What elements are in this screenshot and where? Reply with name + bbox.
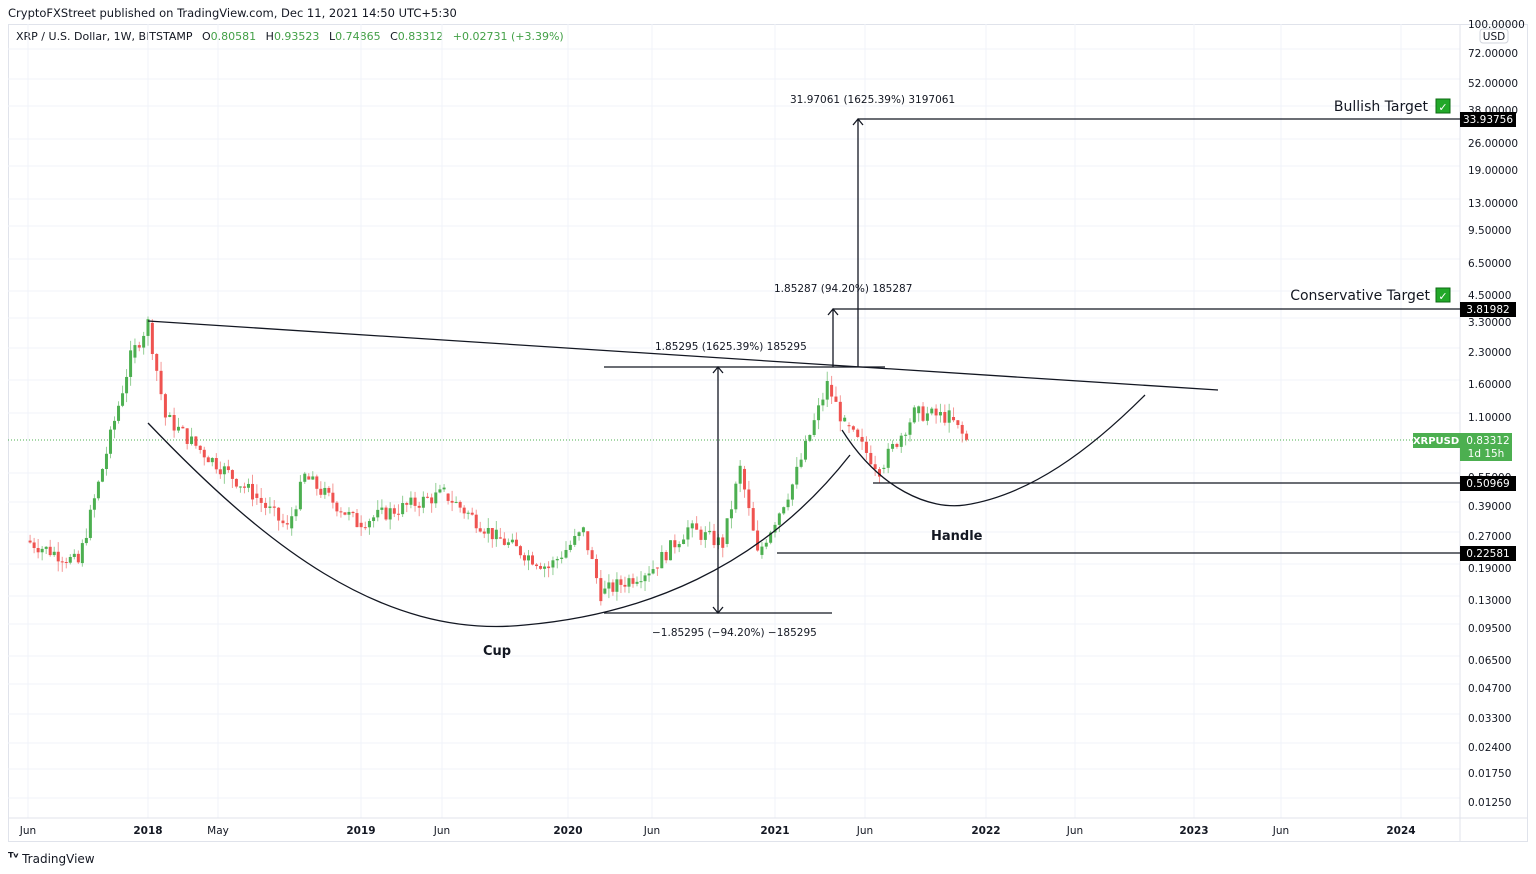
svg-text:0.22581: 0.22581 <box>1466 548 1509 560</box>
price-label-bullish: 33.93756 <box>1460 112 1516 127</box>
time-tick: Jun <box>1272 825 1289 837</box>
tradingview-logo-icon: ᵀᵛ <box>8 851 19 866</box>
time-tick: 2021 <box>760 825 789 837</box>
conservative-check-icon <box>1435 287 1451 303</box>
measure-conservative-label: 1.85287 (94.20%) 185287 <box>774 283 912 295</box>
price-tick: 4.50000 <box>1468 290 1511 302</box>
arrow-up-icon <box>712 365 724 374</box>
price-tick: 0.06500 <box>1468 655 1511 667</box>
check-icon: ✓ <box>1438 290 1447 303</box>
brand-name: TradingView <box>22 851 95 866</box>
svg-text:3.81982: 3.81982 <box>1466 304 1509 316</box>
conservative-target-label: Conservative Target <box>1290 288 1430 304</box>
chart-frame <box>8 24 1528 842</box>
price-tick: 52.00000 <box>1468 78 1518 90</box>
price-label-support-1: 0.50969 <box>1460 476 1516 491</box>
price-tick: 0.27000 <box>1468 531 1511 543</box>
cup-curve[interactable] <box>147 422 851 627</box>
price-tick: 0.01750 <box>1468 768 1511 780</box>
change-value: +0.02731 (+3.39%) <box>452 30 564 43</box>
price-axis[interactable]: 100.0000072.0000052.0000038.0000026.0000… <box>1468 19 1525 809</box>
arrow-up-icon <box>827 307 839 316</box>
measure-down-label: −1.85295 (−94.20%) −185295 <box>652 627 817 639</box>
time-tick: 2018 <box>133 825 162 837</box>
low-label: L <box>328 30 336 43</box>
price-tick: 0.09500 <box>1468 623 1511 635</box>
time-tick: Jun <box>19 825 36 837</box>
time-tick: 2024 <box>1386 825 1415 837</box>
price-tick: 0.02400 <box>1468 742 1511 754</box>
time-tick: Jun <box>1066 825 1083 837</box>
tradingview-footer[interactable]: ᵀᵛ TradingView <box>8 851 95 866</box>
handle-curve[interactable] <box>841 394 1146 507</box>
time-tick: 2019 <box>346 825 375 837</box>
price-tick: 0.39000 <box>1468 501 1511 513</box>
grid <box>8 24 1460 818</box>
time-tick: May <box>207 825 229 837</box>
price-tick: 6.50000 <box>1468 258 1511 270</box>
drawings <box>147 117 1460 627</box>
arrow-down-icon <box>712 606 724 615</box>
price-tick: 100.00000 <box>1468 19 1525 31</box>
arrow-up-icon <box>852 117 864 126</box>
check-icon: ✓ <box>1438 101 1447 114</box>
price-tick: 2.30000 <box>1468 347 1511 359</box>
price-tick: 1.60000 <box>1468 379 1511 391</box>
time-tick: Jun <box>643 825 660 837</box>
time-tick: Jun <box>433 825 450 837</box>
svg-text:XRPUSD: XRPUSD <box>1413 436 1459 447</box>
price-tick: 3.30000 <box>1468 317 1511 329</box>
price-tick: 19.00000 <box>1468 165 1518 177</box>
cup-label: Cup <box>483 644 511 659</box>
handle-label: Handle <box>931 529 983 544</box>
high-label: H <box>265 30 274 43</box>
svg-text:0.83312: 0.83312 <box>1466 435 1509 447</box>
resistance-trendline[interactable] <box>147 320 1219 391</box>
svg-text:1d 15h: 1d 15h <box>1468 448 1505 460</box>
time-tick: 2022 <box>971 825 1000 837</box>
bullish-target-label: Bullish Target <box>1334 99 1429 115</box>
bullish-check-icon <box>1435 98 1451 114</box>
price-label-conservative: 3.81982 <box>1460 302 1516 317</box>
candlestick-series[interactable] <box>28 316 969 606</box>
high-value: 0.93523 <box>273 30 320 43</box>
open-label: O <box>201 30 211 43</box>
price-tick: 0.13000 <box>1468 595 1511 607</box>
price-tick: 9.50000 <box>1468 225 1511 237</box>
price-tick: 13.00000 <box>1468 198 1518 210</box>
price-tick: 0.19000 <box>1468 563 1511 575</box>
price-tick: 1.10000 <box>1468 412 1511 424</box>
time-tick: 2023 <box>1179 825 1208 837</box>
publisher-line: CryptoFXStreet published on TradingView.… <box>8 6 457 20</box>
measure-up-label: 1.85295 (1625.39%) 185295 <box>655 341 807 353</box>
price-tick: 72.00000 <box>1468 48 1518 60</box>
currency-box[interactable] <box>1479 28 1509 44</box>
open-value: 0.80581 <box>210 30 257 43</box>
price-tick: 0.01250 <box>1468 797 1511 809</box>
currency-label: USD <box>1483 31 1505 43</box>
current-price-label: XRPUSD 0.83312 1d 15h <box>1413 433 1512 461</box>
measure-bullish-label: 31.97061 (1625.39%) 3197061 <box>790 94 955 106</box>
price-label-support-2: 0.22581 <box>1460 546 1516 561</box>
svg-text:0.50969: 0.50969 <box>1466 478 1509 490</box>
price-tick: 0.04700 <box>1468 683 1511 695</box>
low-value: 0.74865 <box>335 30 381 43</box>
svg-text:33.93756: 33.93756 <box>1463 114 1513 126</box>
time-tick: 2020 <box>553 825 582 837</box>
price-tick: 0.03300 <box>1468 713 1511 725</box>
time-tick: Jun <box>856 825 873 837</box>
close-label: C <box>390 30 398 43</box>
price-tick: 26.00000 <box>1468 138 1518 150</box>
time-axis[interactable]: Jun 2018 May 2019 Jun 2020 Jun 2021 Jun 2022 Jun 20… <box>19 825 1416 837</box>
close-value: 0.83312 <box>397 30 444 43</box>
